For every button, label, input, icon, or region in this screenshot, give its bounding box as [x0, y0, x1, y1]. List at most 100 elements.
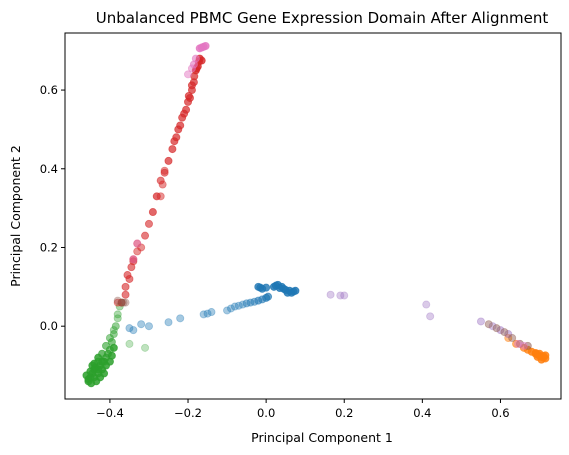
data-point	[178, 113, 187, 122]
data-point	[500, 328, 509, 337]
data-point	[203, 309, 212, 318]
series-4	[326, 290, 513, 339]
x-tick-label: 0.2	[335, 406, 353, 420]
y-tick-label: 0.4	[40, 162, 58, 176]
data-point	[422, 300, 431, 309]
data-point	[184, 91, 193, 100]
data-point	[129, 257, 138, 266]
data-point	[476, 317, 485, 326]
y-axis-ticks: 0.0 0.2 0.4 0.6	[40, 83, 65, 333]
data-point	[182, 105, 191, 114]
data-point	[264, 292, 273, 301]
data-point	[121, 298, 130, 307]
data-point	[141, 231, 150, 240]
data-point	[160, 166, 169, 175]
data-point	[514, 339, 523, 348]
data-point	[137, 320, 146, 329]
series-5	[113, 296, 532, 350]
data-point	[504, 330, 513, 339]
data-point	[230, 302, 239, 311]
plot-frame	[64, 32, 562, 400]
data-point	[271, 281, 280, 290]
data-point	[492, 324, 501, 333]
data-point	[144, 322, 153, 331]
data-point	[133, 239, 142, 248]
x-tick-label: 0.6	[491, 406, 509, 420]
data-point	[488, 322, 497, 331]
data-point	[111, 322, 120, 331]
data-point	[496, 326, 505, 335]
data-point	[94, 365, 103, 374]
data-point	[195, 44, 204, 53]
data-point	[144, 219, 153, 228]
data-point	[123, 271, 132, 280]
data-point	[113, 296, 122, 305]
data-point	[533, 352, 542, 361]
data-point	[262, 283, 271, 292]
data-point	[223, 306, 232, 315]
data-point	[340, 291, 349, 300]
data-point	[426, 312, 435, 321]
plot-points	[82, 41, 550, 388]
data-point	[164, 156, 173, 165]
data-point	[207, 308, 216, 317]
data-point	[158, 180, 167, 189]
data-point	[508, 333, 517, 342]
x-tick-label: 0.0	[257, 406, 275, 420]
series-0	[125, 280, 300, 335]
y-tick-label: 0.2	[40, 240, 58, 254]
data-point	[226, 304, 235, 313]
data-point	[117, 298, 126, 307]
data-point	[519, 341, 528, 350]
data-point	[174, 125, 183, 134]
data-point	[109, 330, 118, 339]
data-point	[119, 298, 128, 307]
data-point	[336, 291, 345, 300]
data-point	[156, 192, 165, 201]
data-point	[125, 339, 134, 348]
data-point	[187, 64, 196, 73]
data-point	[87, 379, 96, 388]
data-point	[121, 290, 130, 299]
data-point	[133, 239, 142, 248]
data-point	[187, 81, 196, 90]
data-point	[168, 145, 177, 154]
data-point	[504, 333, 513, 342]
data-point	[199, 310, 208, 319]
data-point	[129, 326, 138, 335]
data-point	[109, 343, 118, 352]
data-point	[148, 208, 157, 217]
data-point	[291, 286, 300, 295]
data-point	[515, 339, 524, 348]
data-point	[523, 341, 532, 350]
y-tick-label: 0.6	[40, 83, 58, 97]
data-point	[184, 70, 193, 79]
data-point	[125, 324, 134, 333]
y-tick-label: 0.0	[40, 319, 58, 333]
data-point	[484, 320, 493, 329]
data-point	[98, 357, 107, 366]
x-tick-label: −0.2	[174, 406, 202, 420]
data-point	[164, 318, 173, 327]
data-point	[172, 133, 181, 142]
x-axis-ticks: −0.4 −0.2 0.0 0.2 0.4 0.6	[96, 399, 510, 420]
data-point	[541, 351, 550, 360]
series-6	[129, 41, 528, 350]
chart-title: Unbalanced PBMC Gene Expression Domain A…	[96, 9, 549, 27]
data-point	[100, 369, 109, 378]
data-point	[121, 282, 130, 291]
series-2	[82, 298, 150, 388]
series-3	[113, 54, 206, 307]
x-tick-label: 0.4	[413, 406, 431, 420]
y-axis-label: Principal Component 2	[8, 145, 23, 287]
x-tick-label: −0.4	[96, 406, 124, 420]
data-point	[107, 351, 116, 360]
data-point	[129, 255, 138, 264]
data-point	[113, 298, 122, 307]
data-point	[234, 301, 243, 310]
data-point	[113, 314, 122, 323]
data-point	[326, 290, 335, 299]
data-point	[141, 343, 150, 352]
data-point	[113, 310, 122, 319]
